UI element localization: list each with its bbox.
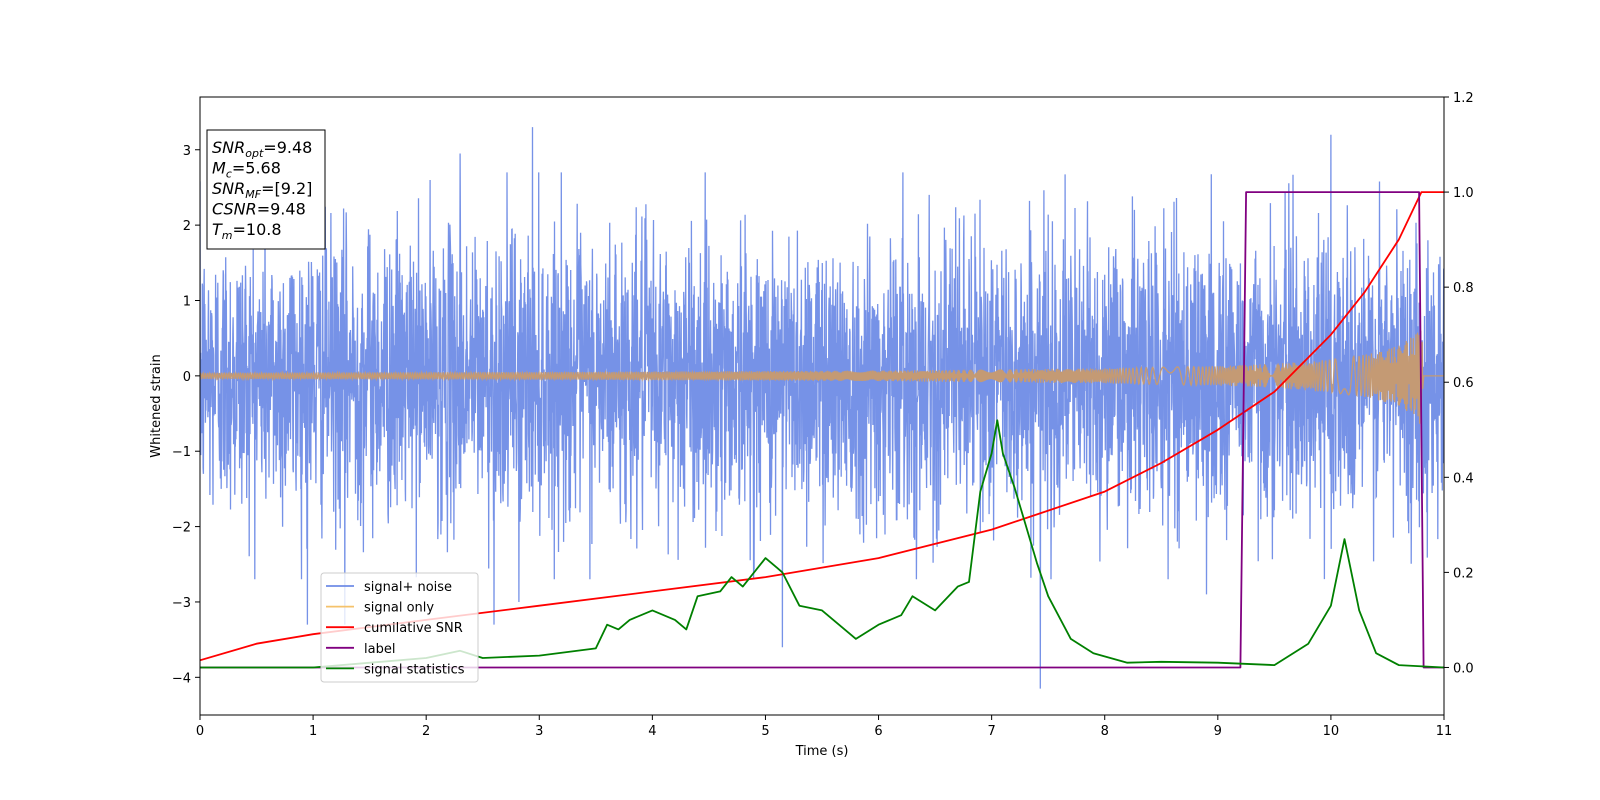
stats-line: CSNR=9.48 <box>212 200 306 219</box>
legend-label: cumilative SNR <box>364 621 463 636</box>
series-line-signal-only <box>200 330 1444 425</box>
y-axis-label: Whitened strain <box>149 354 164 457</box>
stats-subscript: c <box>226 168 232 181</box>
stats-symbol: M <box>212 159 226 178</box>
stats-symbol: CSNR <box>212 200 257 219</box>
x-tick-label: 4 <box>648 724 656 739</box>
y-tick-label: 3 <box>183 144 191 159</box>
y-tick-label: 2 <box>183 219 191 234</box>
y2-tick-label: 0.8 <box>1453 281 1474 296</box>
y2-tick-label: 0.0 <box>1453 661 1474 676</box>
stats-value: =5.68 <box>232 159 281 178</box>
stats-subscript: m <box>222 229 233 242</box>
series-line-label <box>200 191 1444 669</box>
x-tick-label: 7 <box>987 724 995 739</box>
x-tick-label: 5 <box>761 724 769 739</box>
stats-line: Mc=5.68 <box>212 159 281 181</box>
x-tick-label: 10 <box>1323 724 1340 739</box>
legend-label: label <box>364 642 395 657</box>
x-tick-label: 9 <box>1214 724 1222 739</box>
y-tick-label: −3 <box>172 596 191 611</box>
y-tick-label: 0 <box>183 370 191 385</box>
y2-tick-label: 0.4 <box>1453 471 1474 486</box>
y-tick-label: −4 <box>172 671 191 686</box>
y-tick-label: −1 <box>172 445 191 460</box>
legend-label: signal statistics <box>364 662 465 677</box>
y2-tick-label: 0.6 <box>1453 376 1474 391</box>
y-axis-right: 0.0 0.2 0.4 0.6 0.8 1.0 1.2 <box>1444 91 1474 676</box>
x-tick-label: 3 <box>535 724 543 739</box>
stats-line: Tm=10.8 <box>212 220 282 242</box>
y2-tick-label: 1.2 <box>1453 91 1474 106</box>
x-tick-label: 6 <box>874 724 882 739</box>
stats-value: =[9.2] <box>261 179 312 198</box>
y-tick-label: 1 <box>183 294 191 309</box>
stats-symbol: SNR <box>212 179 245 198</box>
y-tick-label: −2 <box>172 521 191 536</box>
stats-symbol: SNR <box>212 138 245 157</box>
plot-frame <box>199 96 1445 716</box>
stats-box: SNRopt=9.48Mc=5.68SNRMF=[9.2]CSNR=9.48Tm… <box>206 129 326 250</box>
x-axis: 0 1 2 3 4 5 6 7 8 9 10 11 <box>196 715 1452 739</box>
stats-symbol: T <box>212 220 223 239</box>
x-tick-label: 11 <box>1436 724 1453 739</box>
stats-value: =9.48 <box>263 138 312 157</box>
y-axis-left: −4 −3 −2 −1 0 1 2 3 <box>172 144 200 686</box>
y2-tick-label: 1.0 <box>1453 186 1474 201</box>
x-tick-label: 2 <box>422 724 430 739</box>
stats-line: SNRopt=9.48 <box>212 138 312 160</box>
series-line-signal-statistics <box>200 419 1444 669</box>
stats-line: SNRMF=[9.2] <box>212 179 312 201</box>
stats-box-frame <box>206 129 326 250</box>
legend-label: signal only <box>364 601 434 616</box>
stats-subscript: MF <box>245 188 261 201</box>
legend: signal+ noise signal only cumilative SNR la… <box>320 572 479 683</box>
y2-tick-label: 0.2 <box>1453 566 1474 581</box>
x-tick-label: 8 <box>1101 724 1109 739</box>
legend-frame <box>320 572 479 683</box>
stats-subscript: opt <box>245 147 264 160</box>
stats-value: =10.8 <box>233 220 282 239</box>
stats-value: =9.48 <box>257 200 306 219</box>
legend-label: signal+ noise <box>364 580 452 595</box>
x-tick-label: 1 <box>309 724 317 739</box>
x-tick-label: 0 <box>196 724 204 739</box>
x-axis-label: Time (s) <box>795 744 849 759</box>
